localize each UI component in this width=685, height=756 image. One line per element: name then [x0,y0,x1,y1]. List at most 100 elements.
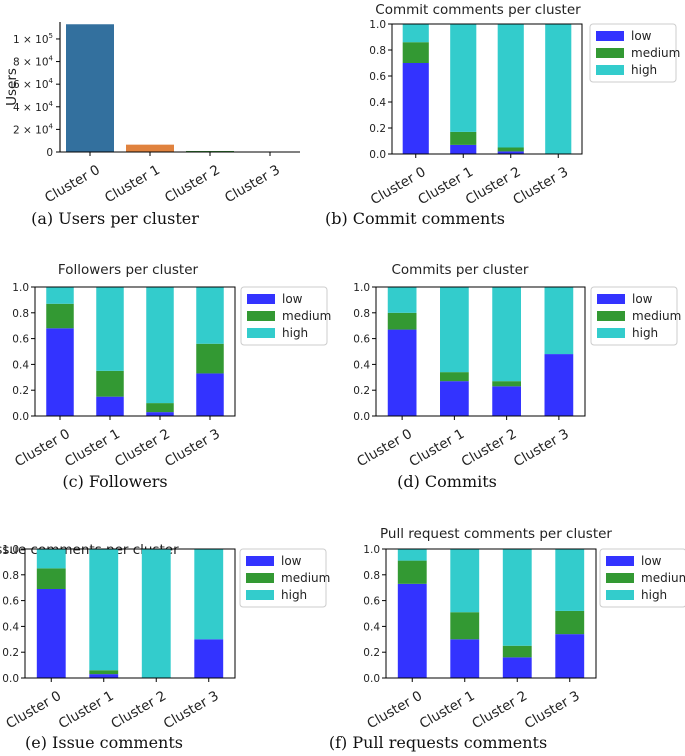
y-tick-mantissa: 1 × 10 [13,34,49,46]
y-tick-label: 0.0 [369,149,386,161]
y-tick-label: 0.8 [353,308,370,320]
x-tick-label: Cluster 1 [62,426,123,470]
legend-swatch-high [596,65,624,75]
y-tick-label: 0.6 [12,334,29,346]
x-tick-label: Cluster 2 [112,426,173,470]
bar-segment-medium-cluster-1 [89,670,119,675]
y-tick-label: 1 × 105 [13,32,53,46]
caption: (b) Commit comments [325,209,505,228]
bar-segment-low-cluster-3 [194,639,224,678]
bar-segment-medium-cluster-2 [492,381,521,387]
y-tick-label: 0.4 [363,621,380,633]
y-tick-label: 0.8 [369,45,386,57]
legend: low medium high [239,548,330,608]
bar-segment-low-cluster-2 [492,386,521,416]
legend-swatch-medium [606,573,634,583]
y-tick-label: 0.4 [2,621,19,633]
y-tick-exponent: 4 [49,100,54,108]
y-tick-label: 0.4 [369,97,386,109]
bar-cluster-1 [126,144,174,152]
x-tick-label: Cluster 1 [102,162,163,206]
legend-label-high: high [631,63,657,77]
bar-segment-high-cluster-0 [36,549,66,569]
legend-label-low: low [631,29,652,43]
x-tick-label: Cluster 3 [222,162,283,206]
y-tick-label: 0.6 [363,596,380,608]
legend-label-high: high [641,588,667,602]
plot-frame [375,286,586,417]
caption: (e) Issue comments [25,733,183,752]
y-tick-label: 0.0 [363,673,380,685]
y-tick-label: 8 × 104 [13,55,54,69]
bar-segment-medium-cluster-0 [36,568,66,589]
y-tick-label: 0.2 [353,385,370,397]
y-tick-label: 0 [46,147,53,159]
bar-segment-high-cluster-1 [440,287,469,373]
bar-segment-high-cluster-2 [146,287,174,404]
chart-title: Commits per cluster [392,262,529,278]
chart-title: Commit comments per cluster [375,2,581,18]
legend: low medium high [589,23,680,83]
bar-segment-low-cluster-1 [96,396,124,416]
legend-swatch-medium [596,48,624,58]
bar-segment-low-cluster-2 [497,151,524,154]
y-tick-label: 0.2 [12,385,29,397]
legend: low medium high [599,548,685,608]
y-tick-exponent: 4 [49,55,54,63]
legend: low medium high [590,286,681,346]
bar-segment-high-cluster-3 [194,549,224,640]
bar-segment-medium-cluster-1 [450,612,480,640]
legend-label-medium: medium [631,46,680,60]
legend-swatch-low [597,294,625,304]
y-tick-label: 2 × 104 [13,122,54,136]
chart-title: Followers per cluster [58,262,199,278]
y-tick-label: 1.0 [12,282,29,294]
x-tick-label: Cluster 3 [162,426,223,470]
bar-segment-low-cluster-1 [89,674,119,678]
y-tick-mantissa: 6 × 10 [13,79,49,91]
x-tick-label: Cluster 1 [56,688,117,732]
legend-swatch-medium [246,573,274,583]
y-tick-label: 0.0 [2,673,19,685]
bar-segment-low-cluster-3 [196,373,224,416]
y-tick-label: 0.8 [12,308,29,320]
y-tick-label: 0.2 [363,647,380,659]
legend-label-medium: medium [282,309,331,323]
bar-segment-medium-cluster-0 [387,312,417,330]
bar-segment-low-cluster-1 [440,381,469,416]
bar-segment-high-cluster-0 [402,24,429,43]
bar-segment-high-cluster-1 [89,549,119,671]
legend-swatch-low [247,294,275,304]
y-tick-exponent: 5 [49,32,53,40]
x-tick-label: Cluster 2 [162,162,223,206]
x-tick-label: Cluster 2 [108,688,169,732]
bar-segment-high-cluster-2 [497,24,524,148]
x-tick-label: Cluster 0 [12,426,73,470]
x-tick-label: Cluster 3 [510,164,571,208]
chart-panel-2: Followers per cluster 0.0 0.2 0.4 0.6 0.8 1.0 C… [12,262,331,491]
caption: (f) Pull requests comments [329,733,547,752]
bar-segment-low-cluster-2 [146,412,174,416]
plot-frame [385,548,597,679]
legend-label-low: low [632,292,653,306]
y-tick-mantissa: 8 × 10 [13,57,49,69]
bar-segment-low-cluster-0 [397,583,427,678]
y-tick-label: 4 × 104 [13,100,54,114]
bar-segment-high-cluster-3 [544,287,574,355]
y-tick-mantissa: 4 × 10 [13,102,49,114]
caption: (a) Users per cluster [31,209,199,228]
bar-segment-medium-cluster-1 [96,370,124,397]
y-tick-label: 0.4 [353,359,370,371]
bar-segment-high-cluster-2 [141,549,171,678]
y-tick-label: 0.8 [2,570,19,582]
legend-swatch-low [246,556,274,566]
y-tick-label: 0.2 [369,123,386,135]
bar-segment-high-cluster-3 [196,287,224,344]
legend-label-low: low [641,554,662,568]
y-tick-label: 1.0 [369,19,386,31]
bar-segment-low-cluster-0 [46,328,74,416]
x-tick-label: Cluster 0 [42,162,103,206]
y-tick-label: 0.0 [12,411,29,423]
plot-frame [34,286,236,417]
